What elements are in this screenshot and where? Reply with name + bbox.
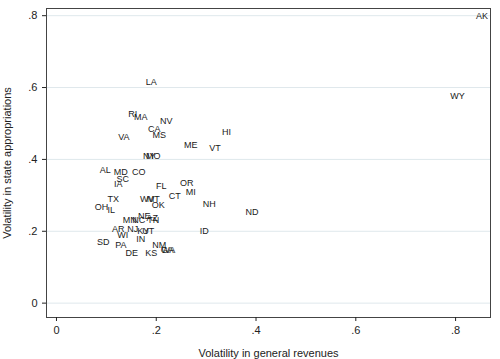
svg-text:CT: CT [169,191,181,201]
svg-text:TX: TX [108,194,120,204]
svg-text:NH: NH [203,199,216,209]
svg-text:OH: OH [95,202,109,212]
svg-text:CO: CO [132,167,146,177]
svg-text:0: 0 [53,324,59,336]
svg-text:MS: MS [152,130,166,140]
svg-text:NV: NV [160,116,173,126]
svg-text:IL: IL [108,205,116,215]
svg-text:OK: OK [152,200,165,210]
svg-text:.6: .6 [351,324,360,336]
svg-text:.2: .2 [152,324,161,336]
svg-text:.6: .6 [28,81,37,93]
svg-text:WA: WA [161,245,175,255]
svg-text:0: 0 [31,297,37,309]
svg-text:ID: ID [200,226,210,236]
svg-text:MI: MI [186,187,196,197]
svg-text:.8: .8 [28,9,37,21]
svg-text:Volatility in general revenues: Volatility in general revenues [198,347,339,359]
svg-text:WY: WY [450,91,465,101]
svg-text:IN: IN [136,234,145,244]
svg-text:ND: ND [246,207,259,217]
svg-text:KS: KS [145,248,157,258]
svg-text:LA: LA [146,77,157,87]
svg-text:VA: VA [118,132,129,142]
svg-text:AL: AL [100,165,111,175]
svg-text:AK: AK [476,11,488,21]
svg-text:.8: .8 [451,324,460,336]
svg-text:.2: .2 [28,225,37,237]
svg-text:IA: IA [114,179,123,189]
svg-text:VT: VT [209,143,221,153]
svg-text:WI: WI [117,230,128,240]
svg-text:ME: ME [184,140,198,150]
svg-text:.4: .4 [28,153,37,165]
svg-text:DE: DE [126,248,139,258]
svg-text:TN: TN [147,215,159,225]
svg-text:FL: FL [156,181,167,191]
svg-text:SD: SD [97,237,110,247]
svg-text:MA: MA [134,112,148,122]
svg-text:.4: .4 [251,324,260,336]
svg-text:Volatility in state appropriat: Volatility in state appropriations [1,87,13,239]
svg-text:MO: MO [146,151,161,161]
svg-text:HI: HI [222,127,231,137]
